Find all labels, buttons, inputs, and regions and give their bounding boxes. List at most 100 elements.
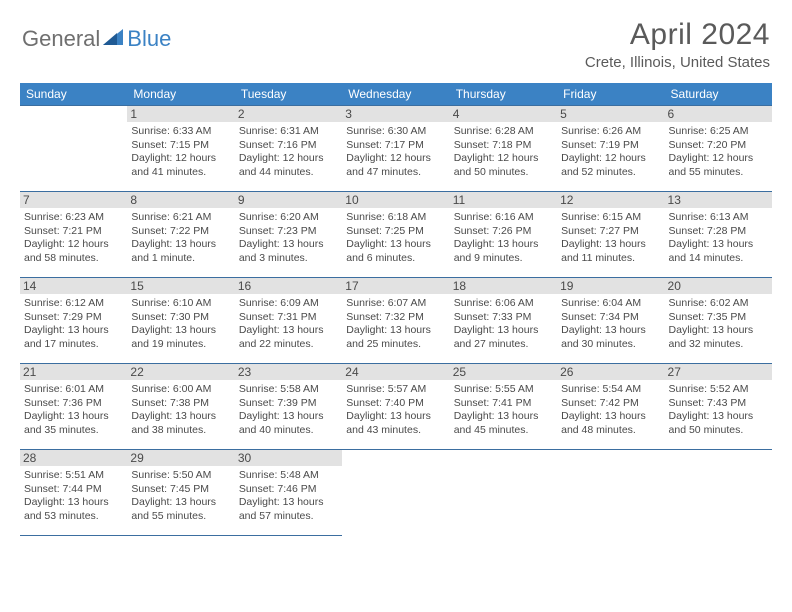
calendar-day-cell: 14 Sunrise: 6:12 AMSunset: 7:29 PMDayligh… (20, 278, 127, 364)
sunrise-text: Sunrise: 6:18 AM (346, 211, 445, 225)
daylight-line1: Daylight: 13 hours (239, 410, 338, 424)
day-number: 26 (557, 364, 664, 380)
sunrise-text: Sunrise: 6:07 AM (346, 297, 445, 311)
day-number: 17 (342, 278, 449, 294)
daylight-line1: Daylight: 13 hours (346, 324, 445, 338)
daylight-line1: Daylight: 13 hours (24, 496, 123, 510)
daylight-line1: Daylight: 13 hours (24, 410, 123, 424)
sunset-text: Sunset: 7:19 PM (561, 139, 660, 153)
day-info: Sunrise: 6:12 AMSunset: 7:29 PMDaylight:… (24, 297, 123, 352)
sunset-text: Sunset: 7:16 PM (239, 139, 338, 153)
calendar-day-cell: 20 Sunrise: 6:02 AMSunset: 7:35 PMDayligh… (665, 278, 772, 364)
calendar-week-row: 7Sunrise: 6:23 AMSunset: 7:21 PMDaylight… (20, 192, 772, 278)
sunrise-text: Sunrise: 5:48 AM (239, 469, 338, 483)
day-number: 11 (450, 192, 557, 208)
calendar-day-cell: 9Sunrise: 6:20 AMSunset: 7:23 PMDaylight… (235, 192, 342, 278)
sunrise-text: Sunrise: 5:52 AM (669, 383, 768, 397)
daylight-line2: and 14 minutes. (669, 252, 768, 266)
daylight-line2: and 6 minutes. (346, 252, 445, 266)
sunrise-text: Sunrise: 6:06 AM (454, 297, 553, 311)
day-header-friday: Friday (557, 83, 664, 106)
day-info: Sunrise: 5:55 AMSunset: 7:41 PMDaylight:… (454, 383, 553, 438)
daylight-line1: Daylight: 12 hours (239, 152, 338, 166)
daylight-line2: and 41 minutes. (131, 166, 230, 180)
calendar-day-cell: 16Sunrise: 6:09 AMSunset: 7:31 PMDayligh… (235, 278, 342, 364)
day-number: 29 (127, 450, 234, 466)
day-number: 19 (557, 278, 664, 294)
day-number: 25 (450, 364, 557, 380)
day-number: 20 (665, 278, 772, 294)
day-header-row: Sunday Monday Tuesday Wednesday Thursday… (20, 83, 772, 106)
day-header-wednesday: Wednesday (342, 83, 449, 106)
daylight-line1: Daylight: 13 hours (561, 238, 660, 252)
calendar-week-row: 1Sunrise: 6:33 AMSunset: 7:15 PMDaylight… (20, 106, 772, 192)
calendar-day-cell: 6Sunrise: 6:25 AMSunset: 7:20 PMDaylight… (665, 106, 772, 192)
daylight-line1: Daylight: 12 hours (346, 152, 445, 166)
calendar-day-cell: 13 Sunrise: 6:13 AMSunset: 7:28 PMDayligh… (665, 192, 772, 278)
day-info: Sunrise: 6:15 AMSunset: 7:27 PMDaylight:… (561, 211, 660, 266)
day-info: Sunrise: 6:28 AMSunset: 7:18 PMDaylight:… (454, 125, 553, 180)
daylight-line1: Daylight: 13 hours (239, 324, 338, 338)
daylight-line1: Daylight: 13 hours (454, 238, 553, 252)
day-info: Sunrise: 6:26 AMSunset: 7:19 PMDaylight:… (561, 125, 660, 180)
sunset-text: Sunset: 7:45 PM (131, 483, 230, 497)
day-number: 14 (20, 278, 127, 294)
daylight-line2: and 40 minutes. (239, 424, 338, 438)
day-info: Sunrise: 6:21 AMSunset: 7:22 PMDaylight:… (131, 211, 230, 266)
calendar-day-cell: 8Sunrise: 6:21 AMSunset: 7:22 PMDaylight… (127, 192, 234, 278)
daylight-line2: and 44 minutes. (239, 166, 338, 180)
daylight-line2: and 50 minutes. (669, 424, 768, 438)
sunset-text: Sunset: 7:29 PM (24, 311, 123, 325)
day-info: Sunrise: 6:02 AMSunset: 7:35 PMDaylight:… (669, 297, 768, 352)
sunset-text: Sunset: 7:23 PM (239, 225, 338, 239)
daylight-line2: and 38 minutes. (131, 424, 230, 438)
sunrise-text: Sunrise: 6:01 AM (24, 383, 123, 397)
daylight-line2: and 55 minutes. (131, 510, 230, 524)
sunset-text: Sunset: 7:18 PM (454, 139, 553, 153)
calendar-day-cell: 28Sunrise: 5:51 AMSunset: 7:44 PMDayligh… (20, 450, 127, 536)
calendar-day-cell: 1Sunrise: 6:33 AMSunset: 7:15 PMDaylight… (127, 106, 234, 192)
calendar-day-cell: 23Sunrise: 5:58 AMSunset: 7:39 PMDayligh… (235, 364, 342, 450)
day-info: Sunrise: 6:07 AMSunset: 7:32 PMDaylight:… (346, 297, 445, 352)
calendar-day-cell: 5 Sunrise: 6:26 AMSunset: 7:19 PMDaylight… (557, 106, 664, 192)
sunrise-text: Sunrise: 5:58 AM (239, 383, 338, 397)
day-number: 4 (450, 106, 557, 122)
daylight-line2: and 57 minutes. (239, 510, 338, 524)
calendar-day-cell (342, 450, 449, 536)
sunset-text: Sunset: 7:41 PM (454, 397, 553, 411)
day-number: 1 (127, 106, 234, 122)
day-header-thursday: Thursday (450, 83, 557, 106)
sunset-text: Sunset: 7:43 PM (669, 397, 768, 411)
day-info: Sunrise: 6:13 AMSunset: 7:28 PMDaylight:… (669, 211, 768, 266)
daylight-line2: and 50 minutes. (454, 166, 553, 180)
daylight-line1: Daylight: 13 hours (239, 238, 338, 252)
daylight-line1: Daylight: 13 hours (24, 324, 123, 338)
sunrise-text: Sunrise: 5:57 AM (346, 383, 445, 397)
day-info: Sunrise: 5:57 AMSunset: 7:40 PMDaylight:… (346, 383, 445, 438)
sunset-text: Sunset: 7:27 PM (561, 225, 660, 239)
day-number: 5 (557, 106, 664, 122)
day-number: 24 (342, 364, 449, 380)
sunrise-text: Sunrise: 6:31 AM (239, 125, 338, 139)
day-number: 30 (235, 450, 342, 466)
location-text: Crete, Illinois, United States (585, 54, 770, 71)
daylight-line2: and 3 minutes. (239, 252, 338, 266)
daylight-line2: and 55 minutes. (669, 166, 768, 180)
sunrise-text: Sunrise: 5:50 AM (131, 469, 230, 483)
day-header-tuesday: Tuesday (235, 83, 342, 106)
sunrise-text: Sunrise: 6:09 AM (239, 297, 338, 311)
sunset-text: Sunset: 7:20 PM (669, 139, 768, 153)
daylight-line2: and 11 minutes. (561, 252, 660, 266)
daylight-line1: Daylight: 12 hours (669, 152, 768, 166)
header: General Blue April 2024 Crete, Illinois,… (0, 0, 792, 77)
day-info: Sunrise: 6:31 AMSunset: 7:16 PMDaylight:… (239, 125, 338, 180)
sunrise-text: Sunrise: 6:02 AM (669, 297, 768, 311)
daylight-line1: Daylight: 12 hours (24, 238, 123, 252)
sunrise-text: Sunrise: 6:33 AM (131, 125, 230, 139)
sunrise-text: Sunrise: 6:15 AM (561, 211, 660, 225)
day-info: Sunrise: 6:30 AMSunset: 7:17 PMDaylight:… (346, 125, 445, 180)
logo-text-part2: Blue (127, 26, 171, 52)
sunset-text: Sunset: 7:46 PM (239, 483, 338, 497)
daylight-line2: and 9 minutes. (454, 252, 553, 266)
day-number: 13 (665, 192, 772, 208)
